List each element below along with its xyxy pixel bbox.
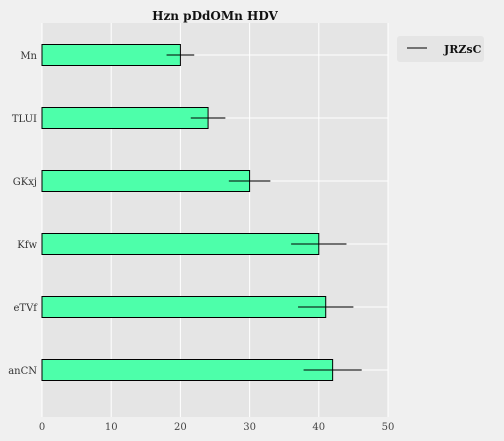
x-tick-label: 50 xyxy=(382,422,395,433)
bars xyxy=(41,44,334,381)
bar-Mn xyxy=(41,44,181,66)
bar-GKxj xyxy=(41,170,251,192)
bar-eTVf xyxy=(41,296,327,318)
chart-title: Hzn pDdOMn HDV xyxy=(152,9,278,23)
category-label: Mn xyxy=(20,51,37,62)
bar-anCN xyxy=(41,359,334,381)
x-tick-label: 0 xyxy=(39,422,45,433)
category-label: eTVf xyxy=(13,303,38,314)
legend: JRZsC xyxy=(397,36,484,62)
x-tick-label: 20 xyxy=(174,422,187,433)
legend-label: JRZsC xyxy=(443,43,482,56)
x-tick-label: 30 xyxy=(243,422,256,433)
plot-background xyxy=(42,23,388,417)
legend-box xyxy=(397,36,484,62)
category-label: anCN xyxy=(8,366,37,377)
bar-Kfw xyxy=(41,233,320,255)
bar-TLUI xyxy=(41,107,209,129)
x-tick-label: 40 xyxy=(312,422,325,433)
y-axis-category-labels: Mn TLUI GKxj Kfw eTVf anCN xyxy=(8,51,38,377)
error-bars xyxy=(166,54,362,371)
x-axis-ticks: 0 10 20 30 40 50 xyxy=(39,422,395,433)
category-label: TLUI xyxy=(12,114,37,125)
category-label: GKxj xyxy=(13,177,37,188)
x-tick-label: 10 xyxy=(105,422,118,433)
category-label: Kfw xyxy=(17,240,37,251)
